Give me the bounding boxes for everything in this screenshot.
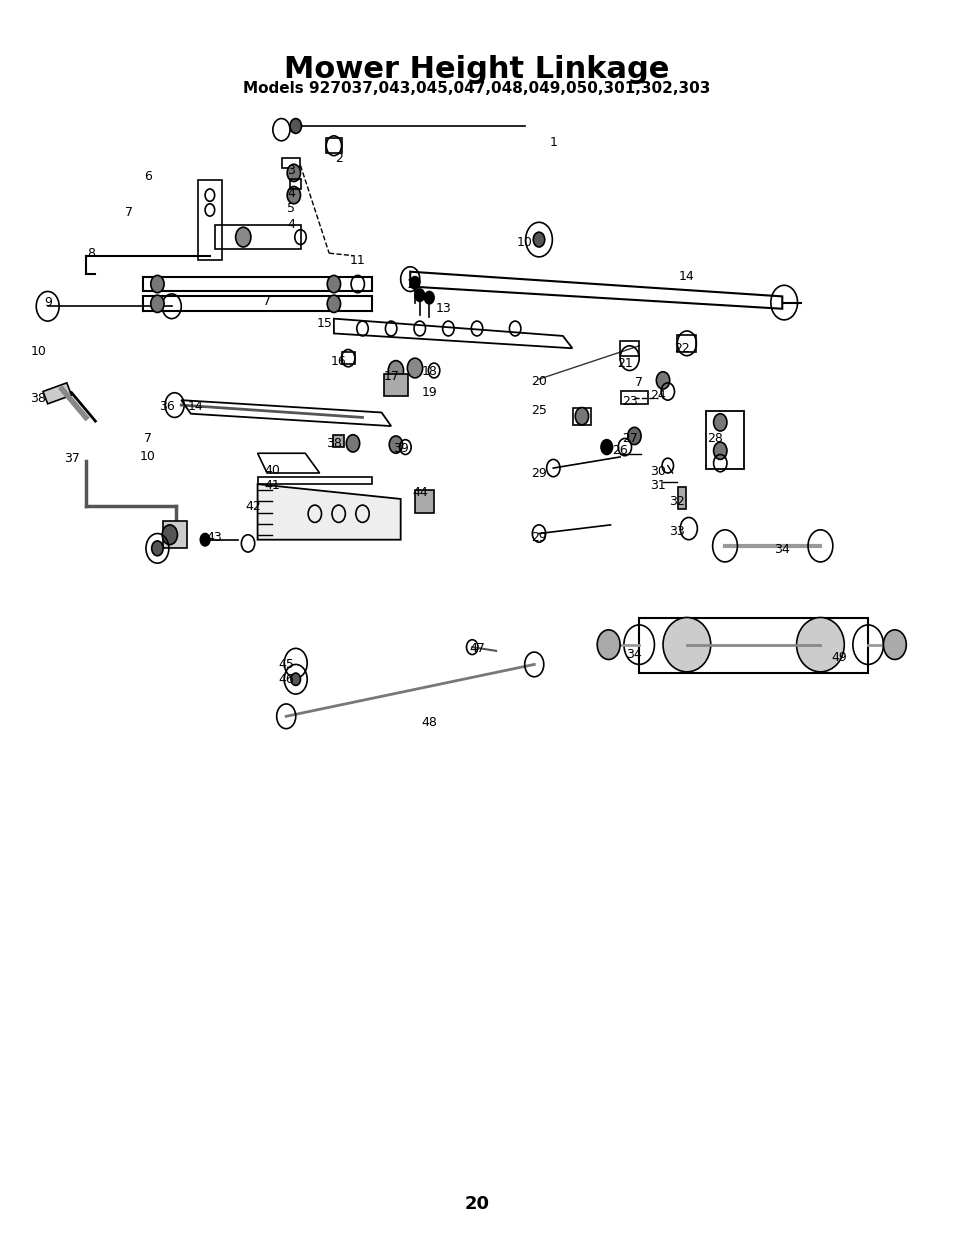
Text: 44: 44 — [412, 487, 427, 499]
Circle shape — [388, 361, 403, 380]
Text: 29: 29 — [531, 531, 546, 543]
Text: 32: 32 — [669, 495, 684, 508]
Text: 12: 12 — [407, 278, 422, 290]
Text: 49: 49 — [831, 651, 846, 663]
Text: 10: 10 — [30, 346, 46, 358]
Text: 36: 36 — [159, 400, 174, 412]
Circle shape — [287, 164, 300, 182]
Text: 14: 14 — [188, 400, 203, 412]
Text: 15: 15 — [316, 317, 332, 330]
Text: 38: 38 — [30, 393, 46, 405]
Polygon shape — [383, 374, 407, 396]
Text: 31: 31 — [650, 479, 665, 492]
Text: 26: 26 — [612, 445, 627, 457]
Text: 39: 39 — [393, 442, 408, 454]
Text: 21: 21 — [617, 357, 632, 369]
Text: 5: 5 — [287, 203, 294, 215]
Text: 11: 11 — [350, 254, 365, 267]
Text: 9: 9 — [44, 296, 51, 309]
Text: 30: 30 — [650, 466, 665, 478]
Polygon shape — [415, 490, 434, 513]
Circle shape — [151, 295, 164, 312]
Text: 37: 37 — [64, 452, 79, 464]
Text: 7: 7 — [263, 295, 271, 308]
Text: 4: 4 — [287, 219, 294, 231]
Text: 10: 10 — [517, 236, 532, 248]
Text: 42: 42 — [245, 500, 260, 513]
Circle shape — [415, 289, 424, 301]
Text: 34: 34 — [626, 648, 641, 661]
Text: Models 927037,043,045,047,048,049,050,301,302,303: Models 927037,043,045,047,048,049,050,30… — [243, 82, 710, 96]
Text: 7: 7 — [635, 377, 642, 389]
Text: 17: 17 — [383, 370, 398, 383]
Circle shape — [389, 436, 402, 453]
Text: Mower Height Linkage: Mower Height Linkage — [284, 54, 669, 84]
Text: 25: 25 — [531, 404, 546, 416]
Circle shape — [287, 186, 300, 204]
Text: 13: 13 — [436, 303, 451, 315]
Text: 29: 29 — [531, 467, 546, 479]
Circle shape — [152, 541, 163, 556]
Circle shape — [235, 227, 251, 247]
Text: 38: 38 — [326, 437, 341, 450]
Text: 48: 48 — [421, 716, 436, 729]
Text: 41: 41 — [264, 479, 279, 492]
Circle shape — [290, 119, 301, 133]
Text: 40: 40 — [264, 464, 279, 477]
Circle shape — [327, 275, 340, 293]
Text: 7: 7 — [125, 206, 132, 219]
Text: 46: 46 — [278, 673, 294, 685]
Circle shape — [327, 295, 340, 312]
Text: 8: 8 — [87, 247, 94, 259]
Circle shape — [151, 275, 164, 293]
Circle shape — [346, 435, 359, 452]
Circle shape — [600, 440, 612, 454]
Text: 34: 34 — [774, 543, 789, 556]
Ellipse shape — [662, 618, 710, 672]
Circle shape — [656, 372, 669, 389]
Polygon shape — [162, 521, 186, 548]
Text: 33: 33 — [669, 525, 684, 537]
Text: 20: 20 — [464, 1195, 489, 1213]
Text: 7: 7 — [144, 432, 152, 445]
Circle shape — [407, 358, 422, 378]
Text: 20: 20 — [531, 375, 546, 388]
Polygon shape — [43, 383, 71, 404]
Text: 28: 28 — [707, 432, 722, 445]
Text: 43: 43 — [207, 531, 222, 543]
Text: 4: 4 — [287, 188, 294, 200]
Text: 2: 2 — [335, 152, 342, 164]
Circle shape — [162, 525, 177, 545]
Circle shape — [882, 630, 905, 659]
Text: 22: 22 — [674, 342, 689, 354]
Text: 6: 6 — [144, 170, 152, 183]
Text: 10: 10 — [140, 451, 155, 463]
Circle shape — [597, 630, 619, 659]
Circle shape — [713, 442, 726, 459]
Text: 27: 27 — [621, 432, 637, 445]
Circle shape — [410, 277, 419, 289]
Text: 16: 16 — [331, 356, 346, 368]
Text: 14: 14 — [679, 270, 694, 283]
Circle shape — [533, 232, 544, 247]
Circle shape — [713, 414, 726, 431]
Text: 23: 23 — [621, 395, 637, 408]
Text: 18: 18 — [421, 366, 436, 378]
Circle shape — [627, 427, 640, 445]
Polygon shape — [257, 484, 400, 540]
Text: 19: 19 — [421, 387, 436, 399]
Polygon shape — [333, 435, 344, 447]
Polygon shape — [678, 487, 685, 509]
Circle shape — [424, 291, 434, 304]
Text: 47: 47 — [469, 642, 484, 655]
Text: 1: 1 — [549, 136, 557, 148]
Circle shape — [291, 673, 300, 685]
Text: 3: 3 — [287, 164, 294, 177]
Text: 24: 24 — [650, 389, 665, 401]
Ellipse shape — [796, 618, 843, 672]
Circle shape — [200, 534, 210, 546]
Text: 45: 45 — [278, 658, 294, 671]
Circle shape — [575, 408, 588, 425]
